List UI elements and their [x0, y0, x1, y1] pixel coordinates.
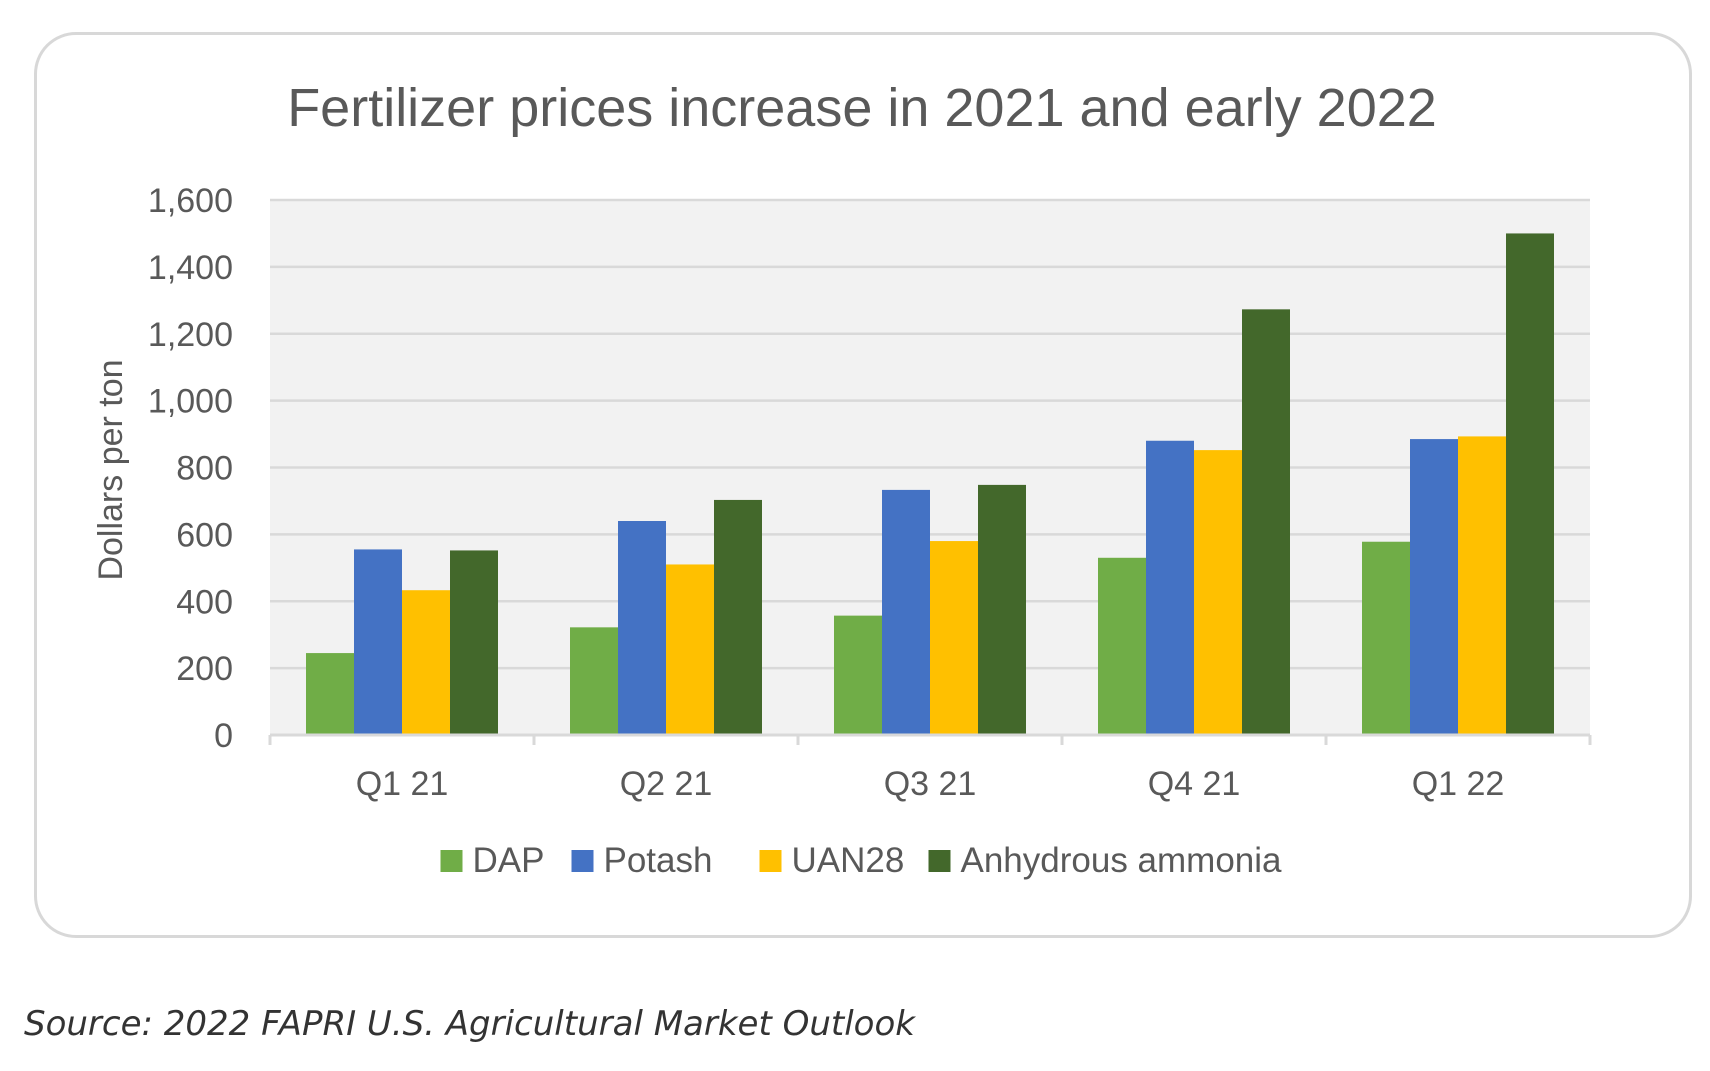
x-tick-label: Q1 22: [1412, 765, 1505, 803]
legend-label: Anhydrous ammonia: [961, 841, 1283, 880]
bar: [354, 549, 402, 735]
x-tick-label: Q3 21: [884, 765, 977, 803]
x-axis: [268, 733, 1592, 745]
bars: [306, 233, 1554, 735]
bar: [570, 627, 618, 735]
x-tick-label: Q2 21: [620, 765, 713, 803]
legend-label: UAN28: [792, 841, 905, 880]
legend-swatch: [440, 850, 463, 872]
bar: [306, 653, 354, 735]
y-tick-label: 600: [176, 516, 233, 554]
legend-item: Anhydrous ammonia: [928, 841, 1283, 880]
bar: [1362, 541, 1410, 735]
bar: [1146, 440, 1194, 735]
bar-chart: Fertilizer prices increase in 2021 and e…: [92, 78, 1592, 880]
y-tick-label: 800: [176, 450, 233, 488]
y-axis-title: Dollars per ton: [92, 359, 130, 580]
bar: [882, 489, 930, 735]
legend: DAP Potash UAN28 Anhydrous ammonia: [440, 841, 1283, 880]
bar: [1410, 439, 1458, 735]
bar: [714, 499, 762, 735]
y-tick-label: 1,400: [148, 249, 233, 287]
bar: [1098, 557, 1146, 735]
bar: [450, 550, 498, 735]
bar: [666, 564, 714, 735]
y-tick-label: 200: [176, 650, 233, 688]
y-tick-label: 0: [214, 717, 233, 755]
bar: [834, 615, 882, 735]
x-axis-tick-labels: Q1 21 Q2 21 Q3 21 Q4 21 Q1 22: [356, 765, 1505, 803]
y-tick-label: 1,600: [148, 182, 233, 220]
legend-swatch: [571, 850, 594, 872]
legend-label: DAP: [473, 841, 545, 880]
bar: [1506, 233, 1554, 735]
bar: [1194, 450, 1242, 735]
source-note: Source: 2022 FAPRI U.S. Agricultural Mar…: [24, 1004, 915, 1044]
y-axis-tick-labels: 0 200 400 600 800 1,000 1,200 1,400 1,600: [148, 182, 233, 755]
legend-swatch: [928, 850, 951, 872]
y-tick-label: 400: [176, 583, 233, 621]
x-tick-label: Q4 21: [1148, 765, 1241, 803]
bar: [978, 484, 1026, 735]
legend-item: DAP: [440, 841, 545, 880]
legend-item: Potash: [571, 841, 713, 880]
legend-swatch: [759, 850, 782, 872]
x-tick-label: Q1 21: [356, 765, 449, 803]
y-tick-label: 1,200: [148, 316, 233, 354]
y-tick-label: 1,000: [148, 383, 233, 421]
bar: [1242, 309, 1290, 735]
chart-title: Fertilizer prices increase in 2021 and e…: [287, 78, 1437, 138]
bar: [1458, 436, 1506, 735]
legend-item: UAN28: [759, 841, 905, 880]
legend-label: Potash: [604, 841, 713, 880]
bar: [930, 541, 978, 735]
bar: [402, 590, 450, 735]
bar: [618, 521, 666, 735]
